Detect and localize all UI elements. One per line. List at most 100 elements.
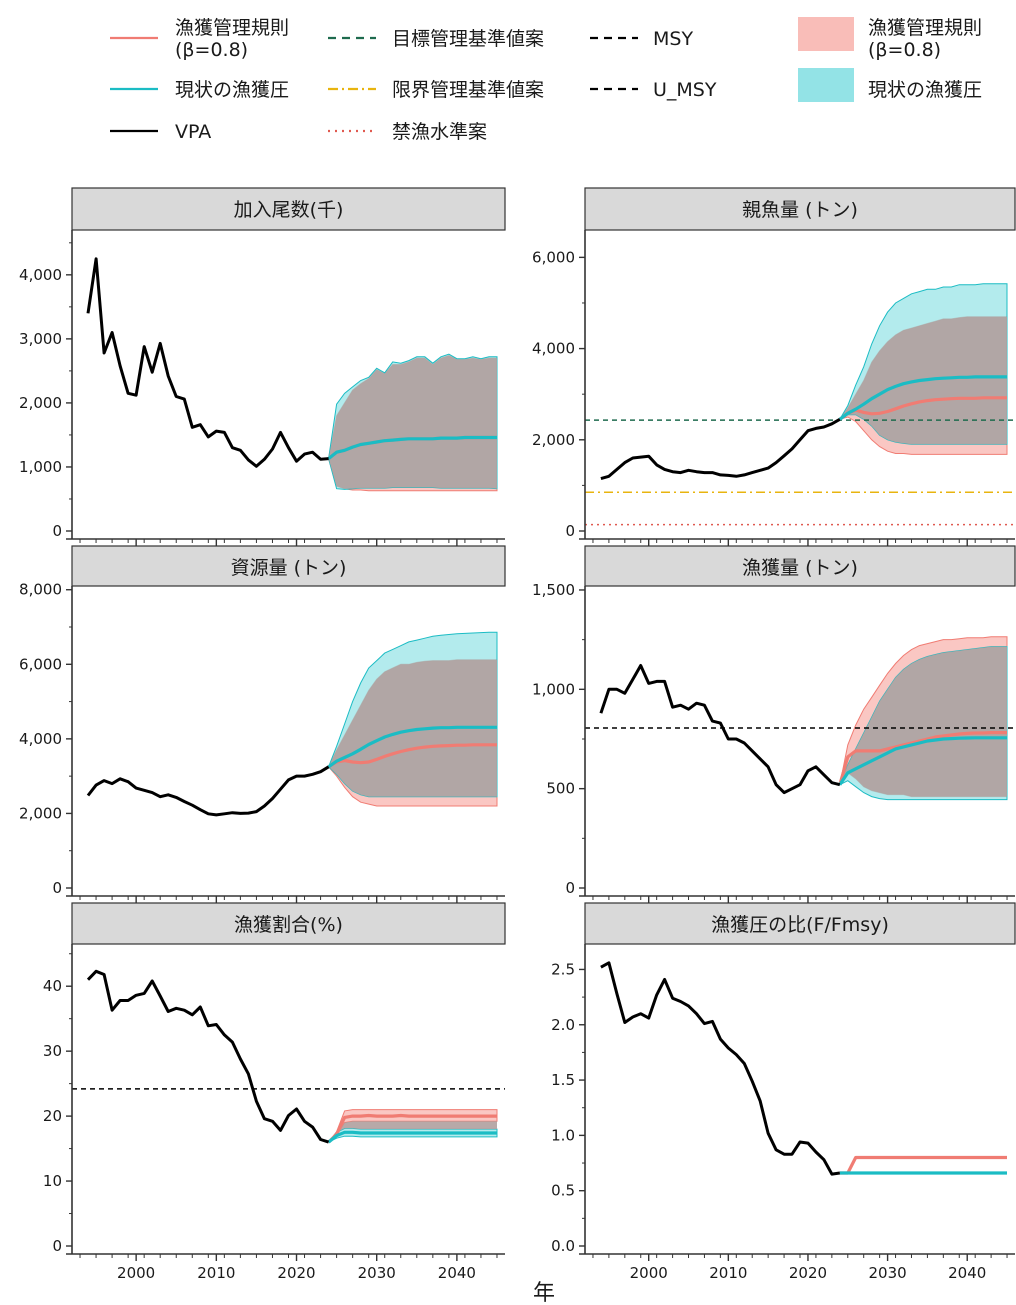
panel-title: 資源量 (トン) — [231, 557, 347, 579]
legend-sublabel-hcr_band: (β=0.8) — [868, 39, 941, 61]
y-tick-label: 4,000 — [19, 266, 62, 284]
series-hcr-median — [839, 1155, 1007, 1175]
band-overlap — [328, 1121, 497, 1143]
x-tick-label: 2000 — [630, 1264, 668, 1282]
series-vpa — [86, 969, 330, 1144]
series-hcr-median — [838, 731, 1007, 786]
y-tick-label: 0.5 — [551, 1182, 575, 1200]
legend-label-target: 目標管理基準値案 — [392, 28, 544, 50]
y-tick-label: 8,000 — [19, 581, 62, 599]
series-vpa — [599, 664, 841, 795]
panel-catch: 漁獲量 (トン) 0 500 1,000 1,500 — [532, 545, 1016, 903]
series-current-median — [838, 375, 1007, 421]
legend-label-hcr: 漁獲管理規則 — [175, 17, 289, 39]
panel-biomass: 資源量 (トン) 0 2,000 4,000 6,000 8,000 — [19, 545, 506, 903]
x-tick-label: 2000 — [117, 1264, 155, 1282]
y-tick-label: 0 — [52, 879, 62, 897]
legend-item-hcr_band: 漁獲管理規則(β=0.8) — [798, 17, 982, 61]
series-vpa — [86, 765, 330, 817]
legend-item-umsy: U_MSY — [590, 79, 717, 101]
legend-label-cur_band: 現状の漁獲圧 — [868, 79, 982, 101]
panel-plot — [585, 283, 1015, 526]
series-current-median — [838, 736, 1007, 786]
panel-strip — [71, 187, 506, 231]
panel-recruit: 加入尾数(千) 0 1,000 2,000 3,000 4,000 — [19, 187, 506, 546]
x-tick-label: 2040 — [438, 1264, 476, 1282]
series-vpa — [600, 961, 841, 1176]
legend-sublabel-hcr: (β=0.8) — [175, 39, 248, 61]
y-tick-label: 4,000 — [19, 730, 62, 748]
legend-label-ban: 禁漁水準案 — [392, 121, 487, 143]
panel-plot — [86, 257, 498, 492]
series-hcr-median — [838, 396, 1007, 421]
panel-title: 加入尾数(千) — [234, 199, 344, 221]
x-tick-label: 2020 — [789, 1264, 827, 1282]
series-current-median — [327, 1130, 497, 1144]
legend-label-vpa: VPA — [175, 121, 211, 143]
series-vpa — [600, 417, 841, 481]
panel-strip — [584, 545, 1016, 587]
y-tick-label: 6,000 — [19, 655, 62, 673]
y-tick-label: 1,000 — [19, 458, 62, 476]
y-tick-label: 0.0 — [551, 1237, 575, 1255]
series-hcr-median — [327, 1113, 497, 1144]
panel-plot — [86, 631, 498, 817]
x-tick-label: 2030 — [868, 1264, 906, 1282]
legend-item-vpa: VPA — [110, 121, 211, 143]
y-tick-label: 3,000 — [19, 330, 62, 348]
x-tick-label: 2010 — [197, 1264, 235, 1282]
y-tick-label: 2.5 — [551, 960, 575, 978]
panel-strip — [584, 187, 1016, 231]
y-tick-label: 2,000 — [19, 394, 62, 412]
y-tick-label: 500 — [546, 780, 575, 798]
series-hcr-median — [327, 743, 497, 769]
panel-strip — [584, 902, 1016, 945]
band-overlap — [328, 355, 497, 489]
band-current — [328, 1127, 498, 1143]
legend-item-cur_band: 現状の漁獲圧 — [798, 68, 982, 102]
panel-plot — [585, 636, 1015, 801]
y-tick-label: 0 — [52, 1237, 62, 1255]
y-tick-label: 2,000 — [19, 804, 62, 822]
legend-label-limit: 限界管理基準値案 — [392, 79, 544, 101]
panel-strip — [71, 545, 506, 587]
series-current-median — [327, 435, 497, 460]
panel-plot — [72, 969, 505, 1144]
band-overlap — [839, 646, 1007, 797]
legend-key-hcr_band — [798, 17, 854, 51]
y-tick-label: 0 — [565, 522, 575, 540]
legend-item-limit: 限界管理基準値案 — [328, 79, 544, 101]
y-tick-label: 20 — [43, 1107, 62, 1125]
y-tick-label: 6,000 — [532, 248, 575, 266]
legend-item-cur: 現状の漁獲圧 — [110, 79, 289, 101]
legend-label-cur: 現状の漁獲圧 — [175, 79, 289, 101]
x-tick-label: 2020 — [277, 1264, 315, 1282]
x-tick-label: 2030 — [358, 1264, 396, 1282]
series-current-median — [327, 725, 497, 769]
y-tick-label: 40 — [43, 977, 62, 995]
panel-title: 漁獲圧の比(F/Fmsy) — [711, 914, 889, 936]
legend-label-hcr_band: 漁獲管理規則 — [868, 17, 982, 39]
x-axis-title: 年 — [533, 1281, 555, 1305]
y-tick-label: 1,000 — [532, 680, 575, 698]
legend-item-target: 目標管理基準値案 — [328, 28, 544, 50]
y-tick-label: 10 — [43, 1172, 62, 1190]
legend-label-msy: MSY — [653, 28, 693, 50]
y-tick-label: 30 — [43, 1042, 62, 1060]
series-vpa — [86, 257, 329, 468]
legend-label-umsy: U_MSY — [653, 79, 717, 101]
panel-strip — [71, 902, 506, 945]
x-tick-label: 2040 — [948, 1264, 986, 1282]
legend-item-hcr: 漁獲管理規則(β=0.8) — [110, 17, 289, 61]
legend-key-cur_band — [798, 68, 854, 102]
y-tick-label: 1.5 — [551, 1071, 575, 1089]
legend-item-ban: 禁漁水準案 — [328, 121, 487, 143]
y-tick-label: 2,000 — [532, 431, 575, 449]
panel-title: 親魚量 (トン) — [742, 199, 858, 221]
y-tick-label: 2.0 — [551, 1016, 575, 1034]
y-tick-label: 1,500 — [532, 581, 575, 599]
y-tick-label: 1.0 — [551, 1126, 575, 1144]
y-tick-label: 4,000 — [532, 340, 575, 358]
panel-fratio: 漁獲圧の比(F/Fmsy) 0.0 0.5 1.0 1.5 2.0 2.5 2000 2010 2… — [551, 902, 1016, 1282]
